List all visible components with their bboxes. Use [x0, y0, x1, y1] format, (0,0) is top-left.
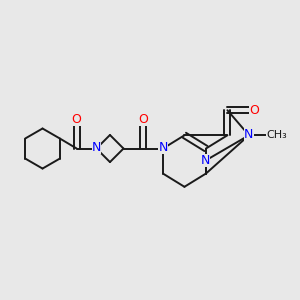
- Text: N: N: [244, 128, 254, 141]
- Text: N: N: [158, 141, 168, 154]
- Text: N: N: [201, 154, 210, 167]
- Text: O: O: [138, 113, 148, 126]
- Text: N: N: [92, 141, 101, 154]
- Text: CH₃: CH₃: [266, 130, 287, 140]
- Text: O: O: [72, 113, 82, 126]
- Text: O: O: [249, 104, 259, 117]
